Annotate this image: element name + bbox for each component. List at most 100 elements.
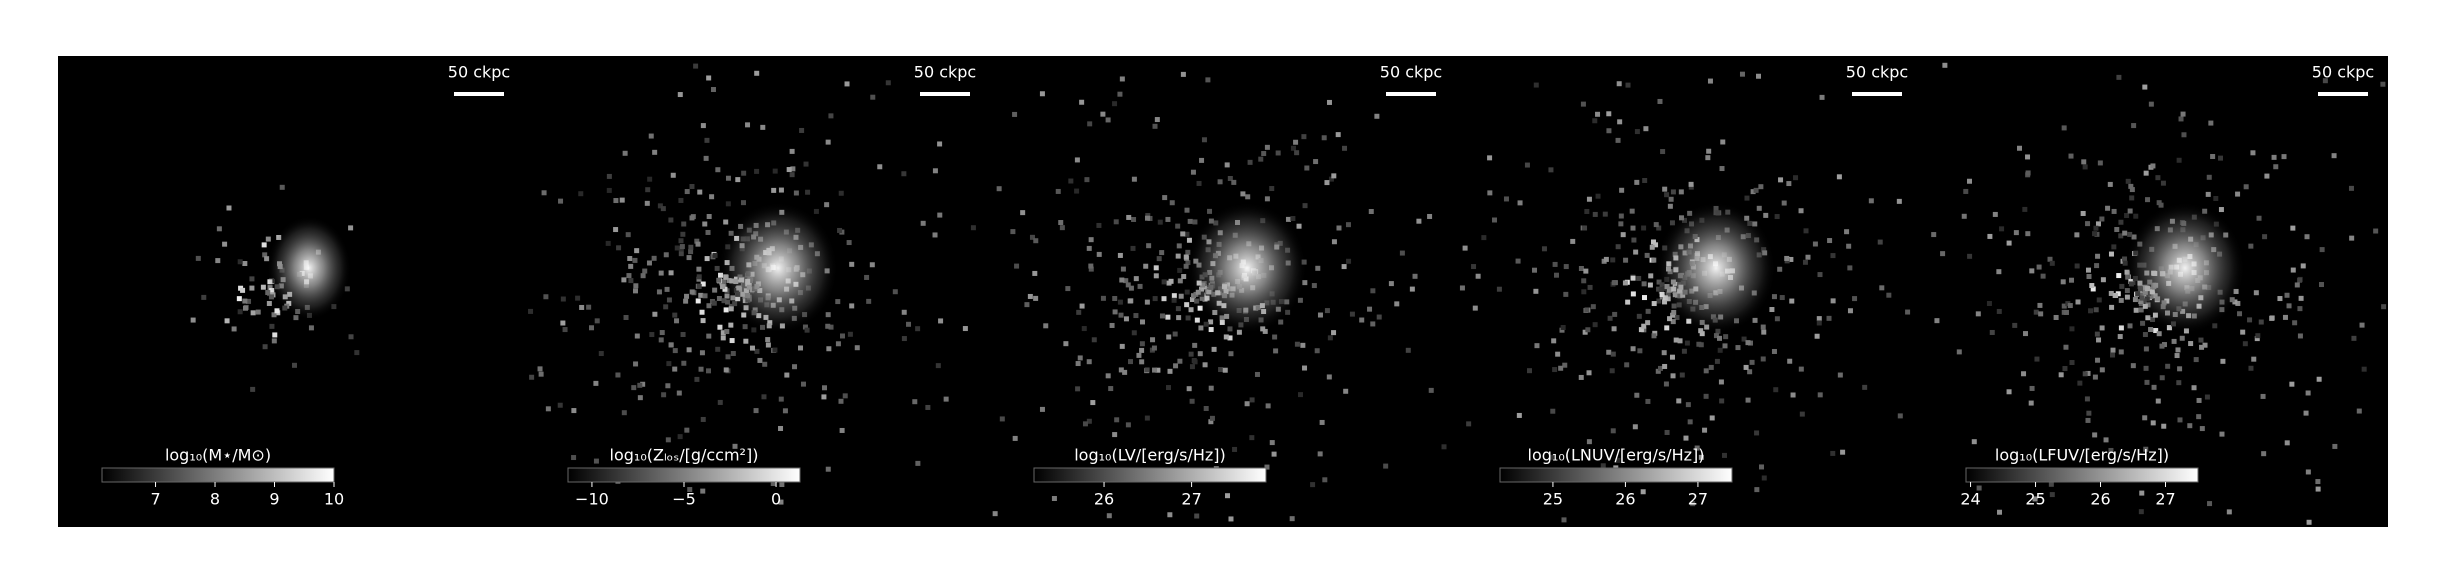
pixel: [1218, 367, 1224, 373]
pixel: [2085, 267, 2091, 273]
pixel: [1184, 302, 1190, 308]
pixel: [1722, 343, 1728, 349]
pixel: [1688, 184, 1694, 190]
pixel: [2094, 263, 2100, 269]
pixel: [1687, 419, 1693, 425]
pixel: [1516, 412, 1522, 418]
pixel: [2235, 300, 2241, 306]
pixel: [2178, 116, 2184, 122]
pixel: [2006, 240, 2012, 246]
pixel: [1296, 223, 1302, 229]
pixel: [1341, 264, 1347, 270]
colorbar-tick-label: 27: [2155, 490, 2175, 509]
pixel: [771, 187, 777, 193]
pixel: [1931, 232, 1937, 238]
pixel: [622, 150, 628, 156]
pixel: [835, 299, 841, 305]
pixel: [1010, 229, 1016, 235]
pixel: [2060, 279, 2066, 285]
pixel: [201, 294, 207, 300]
pixel: [2205, 191, 2211, 197]
pixel: [1709, 415, 1715, 421]
pixel: [1603, 256, 1609, 262]
pixel: [265, 236, 271, 242]
pixel: [216, 226, 222, 232]
pixel: [2284, 292, 2290, 298]
pixel: [1161, 296, 1167, 302]
pixel: [1194, 513, 1200, 519]
pixel: [761, 394, 767, 400]
pixel: [1153, 265, 1159, 271]
colorbar: [101, 467, 335, 483]
pixel: [1177, 358, 1183, 364]
pixel: [2315, 486, 2321, 492]
pixel: [2036, 264, 2042, 270]
pixel: [2193, 357, 2199, 363]
pixel: [1667, 203, 1673, 209]
pixel: [828, 113, 834, 119]
pixel: [1409, 286, 1415, 292]
pixel: [291, 362, 297, 368]
pixel: [613, 198, 619, 204]
pixel: [672, 348, 678, 354]
pixel: [702, 221, 708, 227]
pixel: [1625, 82, 1631, 88]
pixel: [825, 323, 831, 329]
pixel: [1744, 195, 1750, 201]
pixel: [870, 94, 876, 100]
pixel: [262, 344, 268, 350]
pixel: [2127, 231, 2133, 237]
pixel: [1167, 512, 1173, 518]
pixel: [637, 382, 643, 388]
pixel: [706, 75, 712, 81]
pixel: [1428, 387, 1434, 393]
pixel: [1714, 358, 1720, 364]
pixel: [1830, 298, 1836, 304]
pixel: [2082, 371, 2088, 377]
pixel: [1105, 373, 1111, 379]
pixel: [849, 261, 855, 267]
pixel: [709, 194, 715, 200]
pixel: [1595, 193, 1601, 199]
pixel: [1264, 464, 1270, 470]
pixel: [1852, 296, 1858, 302]
pixel: [772, 347, 778, 353]
pixel: [826, 346, 832, 352]
pixel: [2199, 344, 2205, 350]
pixel: [1109, 322, 1115, 328]
pixel: [1269, 440, 1275, 446]
pixel: [1756, 73, 1762, 79]
pixel: [696, 283, 702, 289]
pixel: [1459, 285, 1465, 291]
pixel: [1611, 280, 1617, 286]
pixel: [1586, 439, 1592, 445]
pixel: [1079, 99, 1085, 105]
pixel: [678, 197, 684, 203]
pixel: [1816, 316, 1822, 322]
pixel: [849, 303, 855, 309]
pixel: [732, 443, 738, 449]
pixel: [2108, 290, 2114, 296]
pixel: [2181, 132, 2187, 138]
pixel: [723, 367, 729, 373]
pixel: [1749, 359, 1755, 365]
pixel: [694, 376, 700, 382]
pixel: [1678, 189, 1684, 195]
pixel: [1118, 312, 1124, 318]
pixel: [1208, 385, 1214, 391]
pixel: [621, 277, 627, 283]
pixel: [1667, 316, 1673, 322]
pixel: [1075, 361, 1081, 367]
pixel: [1703, 368, 1709, 374]
pixel: [1171, 297, 1177, 303]
pixel: [1152, 367, 1158, 373]
pixel: [274, 308, 280, 314]
pixel: [2108, 447, 2114, 453]
pixel: [1649, 244, 1655, 250]
pixel: [684, 189, 690, 195]
pixel: [1014, 263, 1020, 269]
pixel: [1180, 71, 1186, 77]
pixel: [1165, 385, 1171, 391]
pixel: [689, 184, 695, 190]
pixel: [616, 245, 622, 251]
